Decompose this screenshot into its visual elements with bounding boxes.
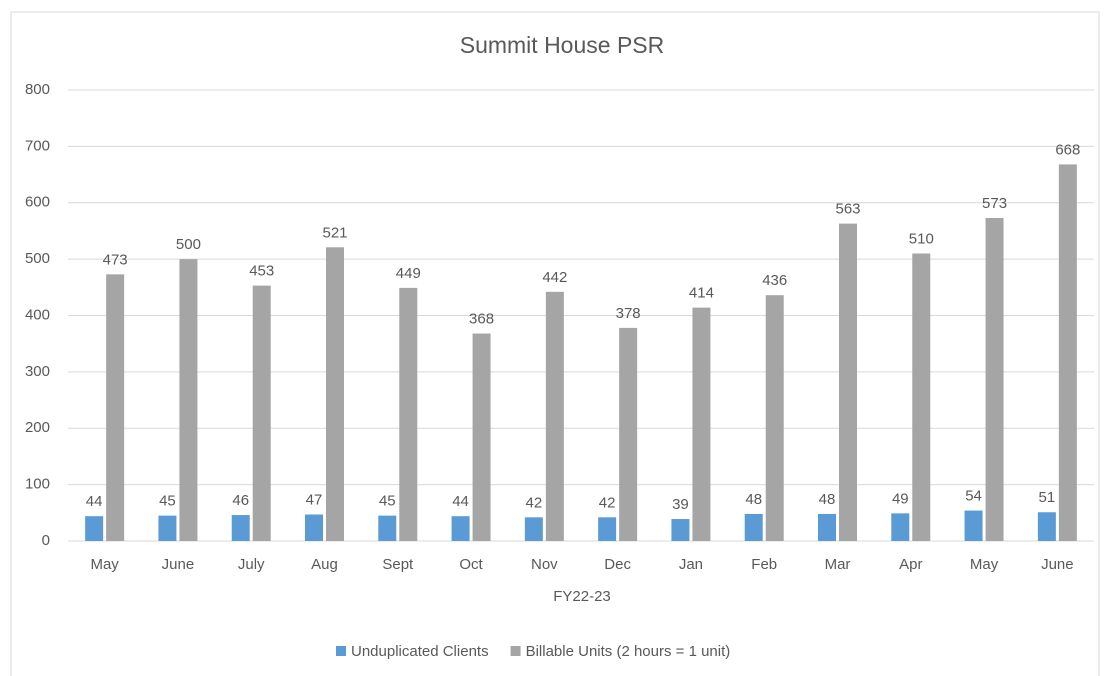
- data-label: 453: [249, 263, 274, 280]
- x-tick-label: Jan: [679, 556, 703, 573]
- bar: [818, 513, 836, 541]
- bar: [891, 513, 910, 541]
- data-label: 49: [892, 490, 909, 507]
- y-tick-label: 100: [25, 476, 50, 493]
- bar: [451, 516, 470, 541]
- y-tick-label: 200: [25, 419, 50, 436]
- x-axis-label: FY22-23: [553, 588, 611, 605]
- bar: [472, 333, 491, 541]
- y-tick-label: 600: [25, 194, 50, 211]
- data-label: 42: [599, 494, 616, 511]
- data-label: 44: [452, 493, 469, 510]
- data-label: 51: [1039, 489, 1056, 506]
- y-tick-label: 800: [25, 81, 50, 98]
- bar: [179, 259, 198, 541]
- data-label: 45: [159, 493, 176, 510]
- bar: [545, 291, 564, 541]
- bar: [85, 516, 104, 541]
- bar: [671, 519, 690, 541]
- y-tick-label: 500: [25, 250, 50, 267]
- data-label: 46: [232, 492, 249, 509]
- data-label: 573: [982, 195, 1007, 212]
- data-label: 48: [819, 491, 836, 508]
- bar: [964, 510, 983, 541]
- x-tick-label: June: [1041, 556, 1074, 573]
- data-label: 668: [1055, 141, 1080, 158]
- bar: [158, 515, 177, 541]
- y-tick-label: 0: [42, 532, 50, 549]
- data-label: 563: [835, 201, 860, 218]
- data-label: 44: [86, 493, 103, 510]
- data-label: 45: [379, 493, 396, 510]
- bar: [524, 517, 543, 541]
- data-label: 442: [542, 269, 567, 286]
- chart-title: Summit House PSR: [460, 32, 665, 58]
- data-label: 54: [965, 488, 982, 505]
- x-tick-label: May: [90, 556, 119, 573]
- data-label: 473: [103, 251, 128, 268]
- bar: [106, 274, 125, 541]
- bar: [985, 217, 1004, 541]
- x-tick-label: Feb: [751, 556, 777, 573]
- data-label: 47: [306, 491, 323, 508]
- x-tick-label: Oct: [459, 556, 483, 573]
- x-tick-label: Mar: [825, 556, 851, 573]
- data-label: 436: [762, 272, 787, 289]
- data-label: 42: [526, 494, 543, 511]
- data-label: 39: [672, 496, 689, 513]
- bar: [399, 287, 418, 541]
- data-label: 48: [745, 491, 762, 508]
- bar: [619, 327, 638, 541]
- y-tick-label: 700: [25, 137, 50, 154]
- data-label: 368: [469, 311, 494, 328]
- x-tick-label: June: [162, 556, 195, 573]
- data-label: 378: [616, 305, 641, 322]
- x-tick-label: July: [238, 556, 265, 573]
- bar: [765, 295, 784, 541]
- x-tick-label: May: [970, 556, 999, 573]
- data-label: 500: [176, 236, 201, 253]
- bar: [1058, 164, 1077, 542]
- bar: [252, 285, 271, 541]
- data-label: 414: [689, 285, 714, 302]
- bar: [839, 223, 857, 541]
- y-tick-label: 400: [25, 306, 50, 323]
- bar: [912, 253, 931, 542]
- legend-swatch: [336, 646, 346, 656]
- data-label: 510: [909, 230, 934, 247]
- x-tick-label: Aug: [311, 556, 338, 573]
- bar: [231, 515, 250, 541]
- bar: [692, 307, 711, 541]
- bar: [598, 517, 617, 541]
- x-tick-label: Nov: [531, 556, 558, 573]
- legend-swatch: [510, 646, 521, 656]
- data-label: 521: [322, 224, 347, 241]
- data-label: 449: [396, 265, 421, 282]
- bar: [744, 513, 763, 541]
- legend-label: Billable Units (2 hours = 1 unit): [526, 643, 731, 660]
- bar: [305, 514, 323, 541]
- legend-label: Unduplicated Clients: [351, 643, 489, 660]
- bar: [326, 247, 344, 541]
- x-tick-label: Apr: [899, 556, 922, 573]
- y-tick-label: 300: [25, 363, 50, 380]
- bar: [1037, 512, 1056, 541]
- x-tick-label: Sept: [382, 556, 414, 573]
- bar: [378, 515, 397, 541]
- x-tick-label: Dec: [604, 556, 631, 573]
